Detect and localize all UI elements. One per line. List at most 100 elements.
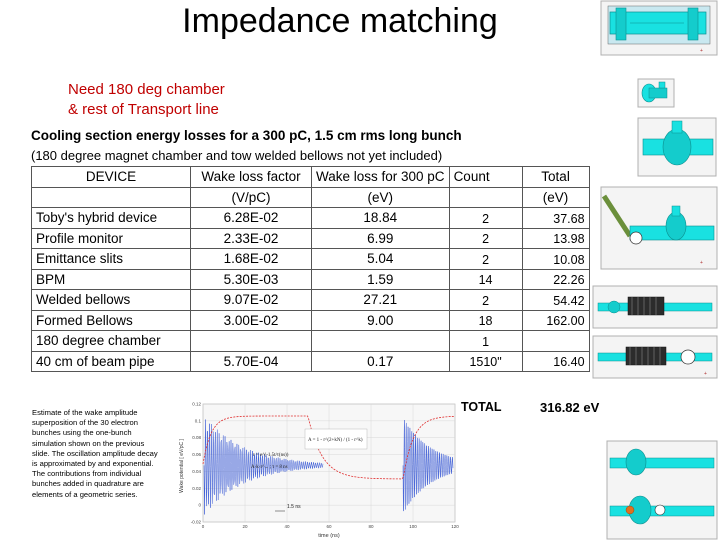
wake-potential-plot: 0.120.10.080.060.040.020-0.02 0 20 40 60 80 1… bbox=[175, 396, 460, 540]
units-total: (eV) bbox=[521, 186, 590, 208]
formula-a: A = 1 - r^(2+kN) / (1 - r^k) bbox=[308, 438, 363, 443]
note-line-1: Need 180 deg chamber bbox=[68, 81, 225, 98]
total-value: 316.82 eV bbox=[540, 400, 600, 415]
row-wake-loss: 6.99 bbox=[311, 227, 450, 249]
row-count: 2 bbox=[448, 207, 523, 229]
table-row: BPM 5.30E-03 1.59 14 22.26 bbox=[31, 268, 590, 290]
row-wake-factor: 3.00E-02 bbox=[190, 309, 312, 331]
row-wake-factor: 1.68E-02 bbox=[190, 248, 312, 270]
plot-y-label: Wake potential [ eV/pC ] bbox=[179, 439, 185, 493]
formula-r: r = e^(-1.5t/τ(ns)) bbox=[253, 453, 289, 458]
x-tick-label: 120 bbox=[451, 524, 459, 529]
slide-title: Impedance matching bbox=[182, 2, 498, 40]
row-count: 2 bbox=[448, 248, 523, 270]
spacing-label: 1.5 ns bbox=[287, 504, 301, 510]
row-total: 22.26 bbox=[521, 268, 590, 290]
row-wake-factor bbox=[190, 330, 312, 352]
row-count: 2 bbox=[448, 227, 523, 249]
row-device: 180 degree chamber bbox=[31, 330, 191, 352]
units-wake-factor: (V/pC) bbox=[190, 186, 312, 208]
svg-text:+: + bbox=[700, 48, 703, 54]
plot-x-label: time (ns) bbox=[318, 533, 340, 539]
svg-text:+: + bbox=[700, 260, 703, 266]
y-tick-label: 0.1 bbox=[195, 418, 202, 423]
cad-welded-bellows-image bbox=[592, 285, 718, 329]
row-wake-loss: 5.04 bbox=[311, 248, 450, 270]
header-count: Count bbox=[448, 166, 523, 188]
table-header-row: DEVICE Wake loss factor Wake loss for 30… bbox=[31, 166, 590, 188]
row-total: 37.68 bbox=[521, 207, 590, 229]
units-wake-loss: (eV) bbox=[311, 186, 450, 208]
y-tick-label: 0.02 bbox=[192, 486, 201, 491]
y-tick-label: 0.04 bbox=[192, 469, 201, 474]
y-tick-label: 0 bbox=[198, 503, 201, 508]
x-tick-label: 0 bbox=[202, 524, 205, 529]
row-count: 2 bbox=[448, 289, 523, 311]
row-count: 14 bbox=[448, 268, 523, 290]
note-line-2: & rest of Transport line bbox=[68, 101, 219, 118]
row-total: 10.08 bbox=[521, 248, 590, 270]
row-device: Welded bellows bbox=[31, 289, 191, 311]
table-subcaption: (180 degree magnet chamber and tow welde… bbox=[31, 148, 443, 163]
plot-y-ticks: 0.12 0.1 0.08 0.06 0.04 0.02 0 -0.02 bbox=[191, 402, 202, 525]
plot-trace bbox=[203, 419, 454, 515]
x-tick-label: 40 bbox=[284, 524, 290, 529]
row-wake-loss bbox=[311, 330, 450, 352]
row-wake-loss: 0.17 bbox=[311, 350, 450, 372]
row-count: 18 bbox=[448, 309, 523, 331]
row-device: Toby's hybrid device bbox=[31, 207, 191, 229]
estimate-description: Estimate of the wake amplitude superposi… bbox=[32, 408, 158, 499]
table-row: Toby's hybrid device 6.28E-02 18.84 2 37.68 bbox=[31, 207, 590, 229]
energy-loss-table: DEVICE Wake loss factor Wake loss for 30… bbox=[31, 166, 590, 372]
row-total: 162.00 bbox=[521, 309, 590, 331]
header-wake-loss: Wake loss for 300 pC bbox=[311, 166, 450, 188]
cad-bpm-image: + bbox=[600, 186, 718, 270]
envelope-curve bbox=[202, 415, 456, 480]
row-wake-factor: 5.30E-03 bbox=[190, 268, 312, 290]
row-device: Profile monitor bbox=[31, 227, 191, 249]
table-row: 180 degree chamber 1 bbox=[31, 330, 590, 352]
cad-chamber-image bbox=[606, 440, 718, 540]
row-wake-loss: 18.84 bbox=[311, 207, 450, 229]
header-total: Total bbox=[521, 166, 590, 188]
row-device: Emittance slits bbox=[31, 248, 191, 270]
cad-formed-bellows-image: + bbox=[592, 335, 718, 379]
row-wake-loss: 1.59 bbox=[311, 268, 450, 290]
row-device: 40 cm of beam pipe bbox=[31, 350, 191, 372]
svg-text:+: + bbox=[704, 371, 707, 377]
row-wake-loss: 27.21 bbox=[311, 289, 450, 311]
x-tick-label: 20 bbox=[242, 524, 248, 529]
y-tick-label: 0.06 bbox=[192, 452, 201, 457]
row-count: 1510" bbox=[448, 350, 523, 372]
row-wake-loss: 9.00 bbox=[311, 309, 450, 331]
row-device: BPM bbox=[31, 268, 191, 290]
header-wake-factor: Wake loss factor bbox=[190, 166, 312, 188]
y-tick-label: 0.08 bbox=[192, 435, 201, 440]
row-total: 54.42 bbox=[521, 289, 590, 311]
cad-emittance-slit-image bbox=[637, 117, 717, 177]
table-row: Profile monitor 2.33E-02 6.99 2 13.98 bbox=[31, 227, 590, 249]
row-wake-factor: 9.07E-02 bbox=[190, 289, 312, 311]
table-caption: Cooling section energy losses for a 300 … bbox=[31, 128, 462, 143]
header-device: DEVICE bbox=[31, 166, 191, 188]
formula-k: A·k·r^... ; τ = 8 ns bbox=[251, 465, 288, 470]
x-tick-label: 100 bbox=[409, 524, 417, 529]
x-tick-label: 80 bbox=[368, 524, 374, 529]
plot-x-ticks: 0 20 40 60 80 100 120 bbox=[202, 524, 460, 529]
table-row: 40 cm of beam pipe 5.70E-04 0.17 1510" 16.40 bbox=[31, 350, 590, 372]
row-count: 1 bbox=[448, 330, 523, 352]
row-wake-factor: 2.33E-02 bbox=[190, 227, 312, 249]
row-total: 13.98 bbox=[521, 227, 590, 249]
trace-burst bbox=[402, 420, 454, 512]
total-label: TOTAL bbox=[461, 400, 502, 414]
row-wake-factor: 5.70E-04 bbox=[190, 350, 312, 372]
cad-profile-monitor-image bbox=[637, 78, 675, 108]
formula-box bbox=[304, 428, 368, 450]
table-row: Welded bellows 9.07E-02 27.21 2 54.42 bbox=[31, 289, 590, 311]
red-note: Need 180 deg chamber & rest of Transport… bbox=[68, 80, 225, 120]
y-tick-label: 0.12 bbox=[192, 402, 201, 407]
units-count bbox=[448, 186, 523, 208]
table-body: Toby's hybrid device 6.28E-02 18.84 2 37.68 P… bbox=[31, 207, 590, 372]
row-total bbox=[521, 330, 590, 352]
units-device bbox=[31, 186, 191, 208]
